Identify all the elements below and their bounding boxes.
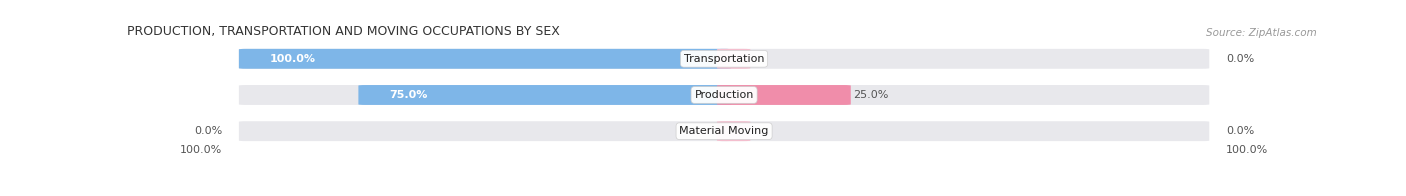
Text: PRODUCTION, TRANSPORTATION AND MOVING OCCUPATIONS BY SEX: PRODUCTION, TRANSPORTATION AND MOVING OC… (127, 25, 560, 38)
FancyBboxPatch shape (717, 85, 1209, 105)
Text: Production: Production (695, 90, 754, 100)
FancyBboxPatch shape (239, 49, 731, 69)
Text: Transportation: Transportation (683, 54, 765, 64)
FancyBboxPatch shape (239, 85, 731, 105)
Text: Source: ZipAtlas.com: Source: ZipAtlas.com (1206, 28, 1317, 38)
Text: Material Moving: Material Moving (679, 126, 769, 136)
FancyBboxPatch shape (717, 49, 1209, 69)
Text: 75.0%: 75.0% (389, 90, 427, 100)
Text: 25.0%: 25.0% (853, 90, 889, 100)
FancyBboxPatch shape (717, 121, 1209, 141)
Text: 100.0%: 100.0% (1226, 145, 1268, 155)
Text: 0.0%: 0.0% (1226, 54, 1254, 64)
Text: 100.0%: 100.0% (180, 145, 222, 155)
FancyBboxPatch shape (717, 49, 751, 69)
FancyBboxPatch shape (239, 121, 731, 141)
Text: 0.0%: 0.0% (194, 126, 222, 136)
FancyBboxPatch shape (717, 85, 851, 105)
FancyBboxPatch shape (239, 49, 731, 69)
FancyBboxPatch shape (359, 85, 731, 105)
FancyBboxPatch shape (717, 121, 751, 141)
Text: 100.0%: 100.0% (270, 54, 316, 64)
Text: 0.0%: 0.0% (1226, 126, 1254, 136)
